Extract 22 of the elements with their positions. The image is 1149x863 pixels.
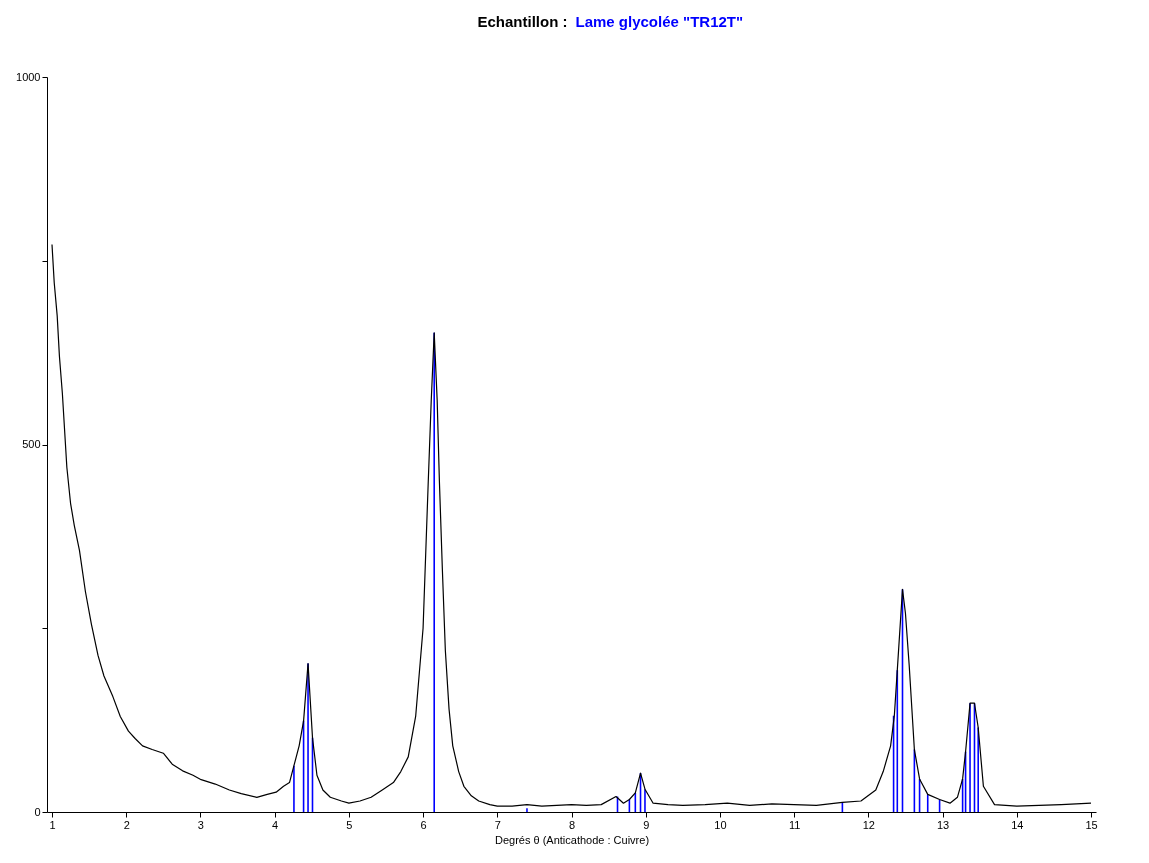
x-tick-label: 5: [346, 818, 353, 831]
x-tick-label: 13: [936, 818, 950, 831]
x-tick-label: 10: [714, 818, 727, 831]
y-tick-label: 0: [34, 805, 41, 818]
x-tick-label: 3: [197, 818, 204, 831]
line-series: [51, 243, 1092, 807]
x-tick-label: 11: [788, 818, 801, 831]
chart-title: Echantillon :: [477, 13, 568, 30]
x-tick-label: 4: [272, 818, 279, 831]
chart-subtitle: Lame glycolée "TR12T": [575, 13, 744, 30]
y-tick-label: 500: [22, 438, 41, 450]
x-tick-label: 9: [643, 818, 650, 831]
x-tick-label: 7: [494, 818, 501, 831]
x-tick-label: 15: [1085, 818, 1098, 831]
x-tick-label: 8: [568, 818, 576, 831]
x-tick-label: 6: [420, 818, 427, 831]
x-tick-label: 14: [1011, 818, 1024, 831]
x-tick-label: 12: [862, 818, 875, 831]
x-axis-title: Degrés θ (Anticathode : Cuivre): [494, 833, 650, 846]
x-tick-label: 2: [123, 818, 130, 831]
y-tick-label: 1000: [16, 70, 41, 83]
x-tick-label: 1: [49, 818, 56, 831]
